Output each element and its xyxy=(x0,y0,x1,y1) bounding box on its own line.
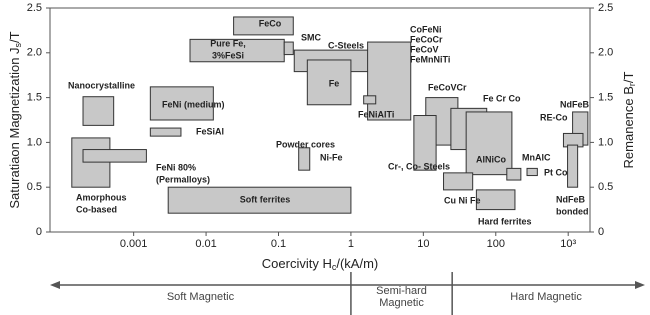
material-label: AlNiCo xyxy=(476,154,506,164)
material-box xyxy=(82,96,115,126)
x-tick-label: 0.01 xyxy=(195,238,216,250)
material-label: FeNiAlTi xyxy=(358,109,394,119)
y-tick-label: 2.5 xyxy=(27,2,42,14)
material-box xyxy=(413,115,437,171)
y2-tick-label: 2.0 xyxy=(598,47,613,59)
material-box xyxy=(167,186,352,214)
material-label: FeCoV xyxy=(410,44,439,54)
y-tick-label: 0.5 xyxy=(27,181,42,193)
y-tick-label: 2.0 xyxy=(27,47,42,59)
material-label: MnAlC xyxy=(522,152,551,162)
material-box xyxy=(475,189,516,211)
material-box xyxy=(443,172,474,191)
material-label: (Permalloys) xyxy=(156,174,210,184)
arrow-head xyxy=(50,281,60,289)
material-label: Soft ferrites xyxy=(240,194,291,204)
material-label: Fe xyxy=(329,78,340,88)
y-tick-label: 1.5 xyxy=(27,92,42,104)
x-axis-title: Coercivity Hc/(kA/m) xyxy=(262,256,378,272)
y2-tick-label: 0 xyxy=(598,226,604,238)
plot-frame xyxy=(49,7,591,233)
material-box xyxy=(306,59,352,106)
material-label: FeCoCr xyxy=(410,34,443,44)
x-tick-label: 10 xyxy=(417,238,429,250)
material-label: Amorphous xyxy=(76,192,127,202)
material-label: Pt Co xyxy=(544,167,568,177)
material-label: RE-Co xyxy=(540,112,568,122)
y-axis-title: Saturatiaon Magnetization Js/T xyxy=(7,31,23,208)
x-tick-label: 1 xyxy=(348,238,354,250)
material-label: Co-based xyxy=(76,204,117,214)
material-label: SMC xyxy=(301,32,322,42)
x-tick-label: 10³ xyxy=(560,238,576,250)
material-box xyxy=(363,95,377,105)
x-tick-label: 0.001 xyxy=(120,238,148,250)
material-label: FeNi 80% xyxy=(156,162,196,172)
material-box xyxy=(283,41,294,56)
y2-tick-label: 2.5 xyxy=(598,2,613,14)
material-label: CoFeNi xyxy=(410,24,442,34)
y2-tick-label: 0.5 xyxy=(598,181,613,193)
material-label: FeCoVCr xyxy=(428,82,467,92)
material-box xyxy=(526,167,538,177)
material-box xyxy=(567,144,579,188)
material-label: NdFeB xyxy=(560,99,590,109)
material-label: Cu Ni Fe xyxy=(444,195,481,205)
material-box xyxy=(149,86,214,121)
x-tick-label: 0.1 xyxy=(271,238,286,250)
material-label: Hard ferrites xyxy=(478,216,532,226)
material-label: FeNi (medium) xyxy=(162,99,225,109)
material-label: FeMnNiTi xyxy=(410,54,450,64)
arrow-head xyxy=(635,281,645,289)
material-label: Nanocrystalline xyxy=(68,80,135,90)
material-box xyxy=(82,149,147,163)
y-tick-label: 1.0 xyxy=(27,136,42,148)
material-label: Powder cores xyxy=(276,139,335,149)
y2-tick-label: 1.0 xyxy=(598,136,613,148)
region-label: Soft Magnetic xyxy=(167,291,235,303)
material-label: NdFeB xyxy=(556,194,586,204)
material-label: Fe Cr Co xyxy=(483,93,521,103)
material-label: 3%FeSi xyxy=(212,50,244,60)
y2-tick-label: 1.5 xyxy=(598,92,613,104)
material-label: FeCo xyxy=(259,18,282,28)
material-box xyxy=(233,16,294,36)
material-label: C-Steels xyxy=(328,40,364,50)
x-tick-label: 100 xyxy=(487,238,505,250)
material-label: FeSiAl xyxy=(196,126,224,136)
region-label: Semi-hard xyxy=(376,285,427,297)
region-label: Magnetic xyxy=(379,297,424,309)
material-box xyxy=(367,41,412,121)
material-label: bonded xyxy=(556,206,589,216)
material-label: Pure Fe, xyxy=(210,38,246,48)
material-label: Cr-, Co- Steels xyxy=(388,161,450,171)
material-box xyxy=(506,167,522,181)
y-tick-label: 0 xyxy=(36,226,42,238)
material-label: Ni-Fe xyxy=(320,152,343,162)
y2-axis-title: Remanence Br/T xyxy=(621,71,637,168)
region-label: Hard Magnetic xyxy=(510,291,582,303)
material-box xyxy=(465,111,513,176)
material-box xyxy=(149,127,182,137)
material-box xyxy=(298,147,311,171)
